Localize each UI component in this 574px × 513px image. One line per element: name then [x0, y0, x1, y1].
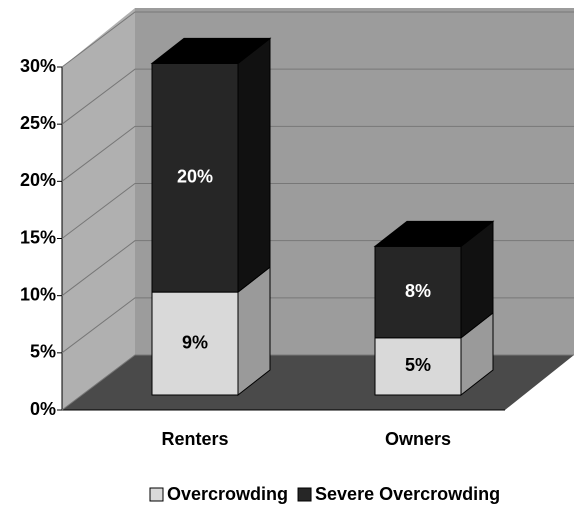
bar-side	[237, 37, 271, 294]
side-wall	[62, 8, 135, 410]
bar-segment	[151, 291, 239, 396]
grid-line	[61, 183, 574, 239]
data-label: 8%	[405, 281, 431, 301]
legend-swatch	[149, 487, 164, 502]
y-tick-label: 20%	[20, 170, 56, 190]
legend-label: Overcrowding	[167, 484, 288, 504]
floor	[62, 355, 574, 410]
x-tick-label: Owners	[385, 429, 451, 449]
grid-line	[61, 125, 574, 182]
y-tick-label: 25%	[20, 113, 56, 133]
legend-label: Severe Overcrowding	[315, 484, 500, 504]
data-label: 20%	[177, 167, 213, 187]
x-tick-label: Renters	[161, 429, 228, 449]
bar-segment	[151, 62, 239, 293]
y-tick-label: 30%	[20, 56, 56, 76]
bar-top	[150, 37, 272, 64]
data-label: 5%	[405, 355, 431, 375]
bar-segment	[374, 337, 462, 396]
legend-swatch	[297, 487, 312, 502]
y-tick-label: 0%	[30, 399, 56, 419]
y-tick-label: 15%	[20, 227, 56, 247]
grid-line	[61, 68, 574, 125]
bar-top	[373, 220, 495, 247]
bar-segment	[374, 245, 462, 339]
y-tick-label: 5%	[30, 342, 56, 362]
y-tick-label: 10%	[20, 284, 56, 304]
grid-line	[61, 11, 574, 68]
data-label: 9%	[182, 332, 208, 352]
